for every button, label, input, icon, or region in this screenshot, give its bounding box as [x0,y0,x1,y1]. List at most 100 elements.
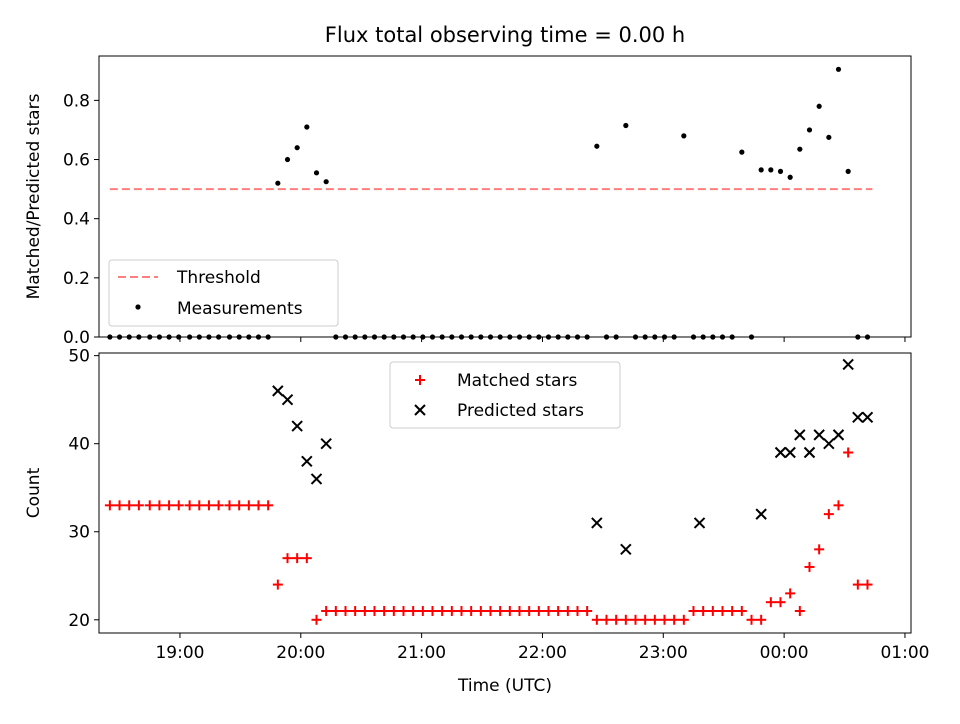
measurement-point [352,334,358,340]
matched-star-point [746,614,757,625]
x-b [823,437,835,450]
y-tick-label: 0.0 [63,328,90,348]
matched-star-point [154,500,165,511]
matched-star-point [601,614,612,625]
measurement-point [710,334,716,340]
matched-star-point [124,500,135,511]
predicted-star-point [272,385,284,397]
measurement-point [216,334,222,340]
predicted-star-point [693,517,706,529]
matched-star-point [263,500,274,511]
x-b [620,543,632,556]
x-b [693,517,706,529]
matched-star-point [301,553,312,564]
matched-star-point [243,500,254,511]
plot-area [104,358,874,625]
matched-star-point [504,605,515,616]
measurement-point [565,334,571,340]
legend: Threshold Measurements [108,259,339,327]
measurement-point [429,334,436,340]
measurement-point [265,334,271,340]
measurement-point [176,334,182,340]
x-tick-label: 23:00 [639,643,688,663]
measurement-point [855,334,861,340]
matched-star-point [562,605,573,616]
measurement-point [536,334,542,340]
measurement-point [284,156,291,163]
measurement-point [497,334,503,340]
measurement-point [777,168,784,174]
measurement-point [681,133,687,139]
x-b [310,473,323,485]
x-b [842,358,854,371]
matched-star-point [524,605,535,616]
x-tick-label: 19:00 [155,643,204,663]
matched-star-point [862,579,873,590]
matched-star-point [359,605,370,616]
matched-star-point [843,447,854,458]
measurement-point [187,334,193,340]
x-b [813,429,825,441]
matched-star-point [640,614,651,625]
matched-star-point [203,500,214,511]
matched-star-point [213,500,224,511]
measurement-point [594,143,600,149]
matched-star-point [253,500,264,511]
measurement-point [107,334,113,340]
predicted-star-point [842,358,854,371]
measurement-point [166,334,172,340]
x-b [281,393,294,406]
measurement-point [206,334,212,340]
measurement-point [574,334,581,340]
predicted-star-point [861,411,874,423]
y-axis-label: Count [24,467,44,518]
measurement-point [797,146,803,152]
x-b [794,429,806,441]
matched-star-point [173,500,184,511]
matched-star-point [272,579,283,590]
measurement-point [526,334,532,340]
measurement-point [468,334,474,340]
matched-star-point [591,614,602,625]
measurement-point [275,180,281,186]
predicted-star-point [794,429,806,441]
axes-frame [98,55,912,338]
matched-star-point [224,500,235,511]
measurement-point [661,334,668,340]
measurement-point [294,145,300,151]
measurement-point [507,334,513,340]
predicted-star-point [823,437,835,450]
measurement-point [816,103,822,109]
measurement-point [748,334,755,340]
matched-star-point [698,605,709,616]
matched-star-point [495,605,506,616]
matched-star-point [292,553,303,564]
measurement-point [739,149,745,155]
legend-predicted-swatch [414,404,426,416]
measurement-point [758,167,764,173]
x-b [784,446,796,459]
measurement-point [555,334,561,340]
matched-star-point [630,614,641,625]
x-b [861,411,874,423]
matched-star-point [388,605,399,616]
measurement-point [333,334,339,340]
plot-area [107,66,873,340]
measurement-point [516,334,523,340]
measurement-point [864,334,871,340]
x-b [591,517,603,529]
measurement-point [136,334,142,340]
matched-star-point [282,553,293,564]
measurement-point [147,334,153,340]
matched-star-point [823,509,834,520]
measurement-point [652,334,658,340]
matched-star-point [456,605,467,616]
x-b [774,446,787,459]
measurement-point [806,127,813,133]
matched-star-point [340,605,351,616]
measurement-point [487,334,494,340]
matched-star-point [350,605,361,616]
matched-star-point [765,597,776,608]
measurement-point [410,334,416,340]
matched-star-point [649,614,660,625]
